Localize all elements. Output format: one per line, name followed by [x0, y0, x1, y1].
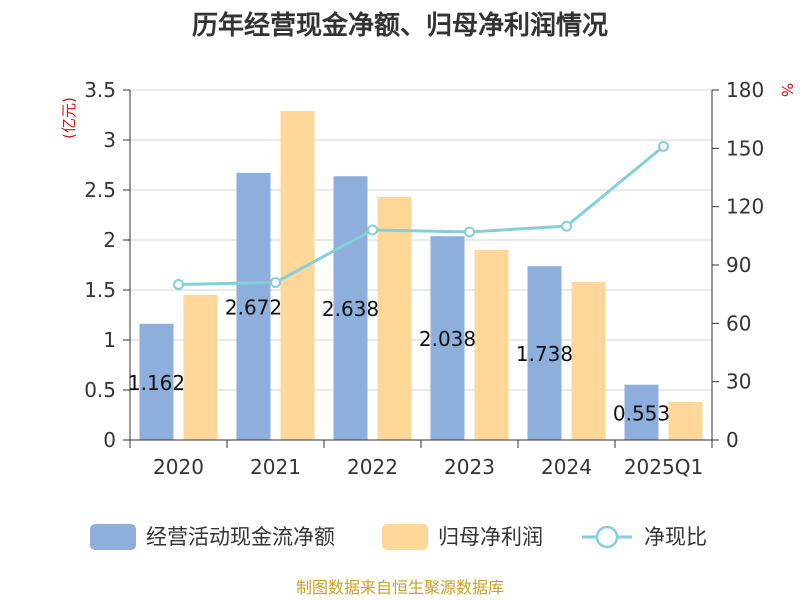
bar-netprofit	[668, 402, 703, 440]
right-axis-tick-label: 90	[726, 253, 751, 277]
left-axis-tick-label: 1	[103, 328, 116, 352]
left-axis-tick-label: 3.5	[84, 78, 116, 102]
legend-label: 归母净利润	[438, 525, 543, 549]
data-label: 2.038	[419, 327, 476, 351]
left-axis-tick-label: 0	[103, 428, 116, 452]
chart-title: 历年经营现金净额、归母净利润情况	[192, 10, 608, 41]
bar-cashflow	[139, 323, 174, 440]
x-axis-tick-label: 2025Q1	[624, 455, 703, 479]
x-axis-tick-label: 2022	[347, 455, 398, 479]
bar-cashflow	[430, 236, 465, 440]
left-axis-tick-label: 1.5	[84, 278, 116, 302]
legend-swatch	[90, 524, 136, 550]
left-axis-tick-label: 2	[103, 228, 116, 252]
ratio-point	[464, 226, 475, 238]
bar-cashflow	[624, 384, 659, 440]
x-axis-tick-label: 2024	[541, 455, 592, 479]
data-label: 2.638	[322, 297, 379, 321]
x-axis-tick-label: 2020	[153, 455, 204, 479]
left-axis-unit: (亿元)	[60, 97, 78, 139]
data-label: 1.162	[128, 371, 185, 395]
axes-layer: 0 0.5 1 1.5 2 2.5 3 3.5 0 30 60 90 120 150 180 (亿元)% 202…	[60, 78, 796, 479]
right-axis-tick-label: 120	[726, 195, 764, 219]
legend-swatch-marker	[595, 525, 619, 549]
labels-layer: 1.162 2.672 2.638 2.038 1.738 0.553	[128, 295, 670, 425]
legend-label: 净现比	[644, 525, 707, 549]
right-axis-unit: %	[778, 83, 796, 97]
left-axis-tick-label: 2.5	[84, 178, 116, 202]
x-axis-tick-label: 2021	[250, 455, 301, 479]
right-axis-tick-label: 0	[726, 428, 739, 452]
x-axis-tick-label: 2023	[444, 455, 495, 479]
bar-netprofit	[474, 250, 509, 440]
right-axis-tick-label: 150	[726, 136, 764, 160]
left-axis-tick-label: 3	[103, 128, 116, 152]
data-label: 0.553	[613, 401, 670, 425]
ratio-point	[561, 220, 572, 232]
line-layer	[173, 140, 669, 290]
legend-swatch	[382, 524, 428, 550]
data-label: 1.738	[516, 342, 573, 366]
right-axis-tick-label: 30	[726, 370, 751, 394]
bar-cashflow	[527, 266, 562, 440]
data-label: 2.672	[225, 295, 282, 319]
bar-cashflow	[333, 176, 368, 440]
ratio-point	[367, 224, 378, 236]
legend: 经营活动现金流净额 归母净利润 净现比	[90, 524, 707, 550]
left-axis-tick-label: 0.5	[84, 378, 116, 402]
ratio-point	[270, 277, 281, 288]
ratio-point	[658, 140, 669, 152]
bar-netprofit	[183, 295, 218, 440]
right-axis-tick-label: 60	[726, 311, 751, 335]
legend-label: 经营活动现金流净额	[146, 525, 335, 549]
ratio-point	[173, 278, 184, 290]
bar-netprofit	[377, 197, 412, 440]
grid-layer	[130, 89, 712, 391]
ratio-line	[178, 145, 665, 286]
bar-cashflow	[236, 172, 271, 441]
bars-layer	[139, 111, 703, 441]
bar-netprofit	[571, 282, 606, 440]
right-axis-tick-label: 180	[726, 78, 764, 102]
source-note: 制图数据来自恒生聚源数据库	[296, 578, 504, 597]
